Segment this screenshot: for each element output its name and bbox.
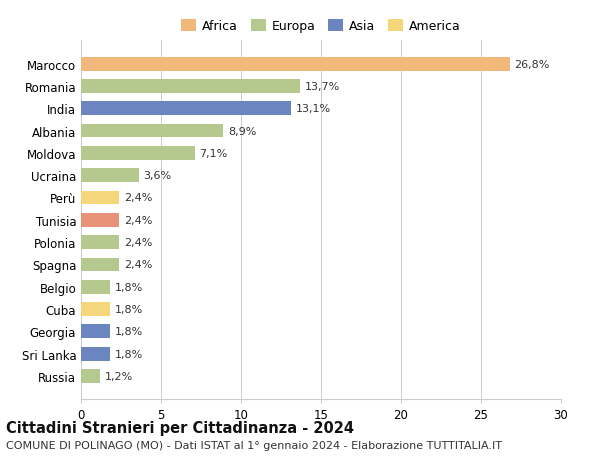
Text: Cittadini Stranieri per Cittadinanza - 2024: Cittadini Stranieri per Cittadinanza - 2… [6,420,354,435]
Text: 2,4%: 2,4% [124,260,152,270]
Bar [81,280,110,294]
Bar [81,258,119,272]
Bar [81,169,139,183]
Bar [81,124,223,138]
Text: 2,4%: 2,4% [124,238,152,247]
Bar [81,325,110,339]
Text: 2,4%: 2,4% [124,193,152,203]
Legend: Africa, Europa, Asia, America: Africa, Europa, Asia, America [178,17,464,36]
Text: 7,1%: 7,1% [199,149,227,158]
Bar [81,213,119,227]
Text: 13,1%: 13,1% [295,104,331,114]
Bar [81,146,194,161]
Text: 3,6%: 3,6% [143,171,172,181]
Text: 2,4%: 2,4% [124,215,152,225]
Text: 1,2%: 1,2% [105,371,133,381]
Bar [81,369,100,383]
Bar [81,57,510,72]
Bar [81,191,119,205]
Text: 13,7%: 13,7% [305,82,340,92]
Text: COMUNE DI POLINAGO (MO) - Dati ISTAT al 1° gennaio 2024 - Elaborazione TUTTITALI: COMUNE DI POLINAGO (MO) - Dati ISTAT al … [6,440,502,450]
Bar [81,102,290,116]
Text: 1,8%: 1,8% [115,304,143,314]
Text: 1,8%: 1,8% [115,282,143,292]
Text: 1,8%: 1,8% [115,327,143,336]
Bar [81,302,110,316]
Bar [81,235,119,250]
Text: 8,9%: 8,9% [228,126,257,136]
Bar [81,347,110,361]
Bar [81,80,300,94]
Text: 26,8%: 26,8% [515,60,550,69]
Text: 1,8%: 1,8% [115,349,143,359]
